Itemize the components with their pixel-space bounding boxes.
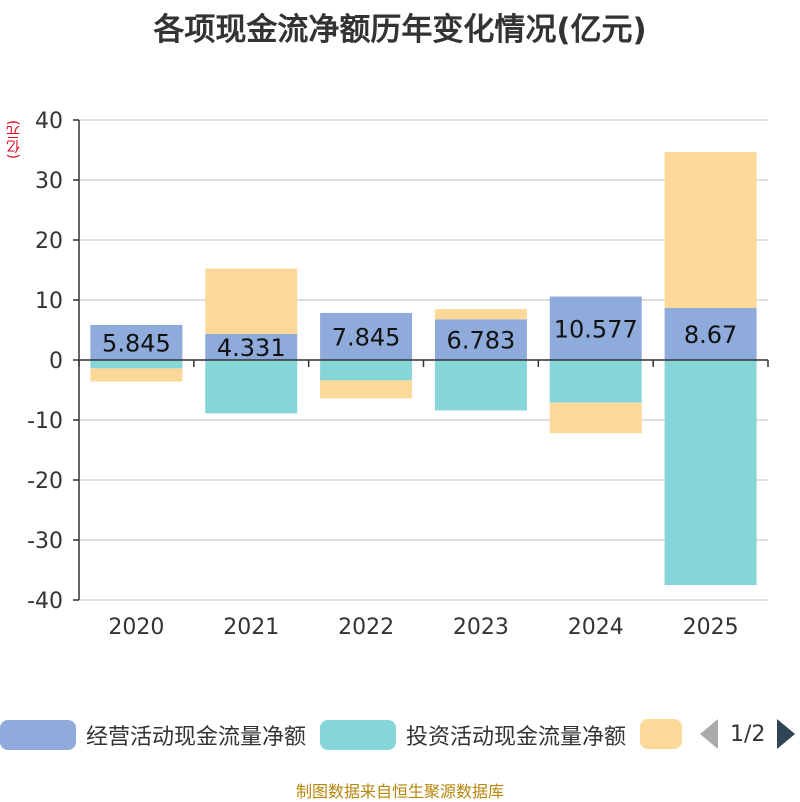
bar-series1-2021: [205, 360, 298, 414]
data-source-note: 制图数据来自恒生聚源数据库: [295, 782, 504, 801]
bar-series0-2021: [205, 334, 298, 360]
bar-series0-2020: [90, 324, 183, 360]
bar-series0-2025: [664, 307, 757, 360]
legend-pager: 1/2: [700, 719, 796, 749]
x-tick-label: 2025: [683, 615, 739, 640]
legend-label-investing: 投资活动现金流量净额: [406, 725, 627, 750]
bar-series2-2024: [549, 402, 642, 434]
bar-series1-2020: [90, 360, 183, 369]
legend-item-financing[interactable]: [640, 719, 682, 749]
x-tick-label: 2022: [338, 615, 394, 640]
legend-page-indicator: 1/2: [730, 721, 766, 747]
y-tick-label: 0: [49, 349, 63, 374]
legend-swatch-financing: [640, 719, 682, 749]
legend-item-investing[interactable]: 投资活动现金流量净额: [320, 719, 626, 751]
data-label: 6.783: [447, 327, 516, 355]
legend-next-icon[interactable]: [777, 719, 796, 749]
legend-label-operating: 经营活动现金流量净额: [86, 725, 307, 750]
chart-title: 各项现金流净额历年变化情况(亿元): [153, 12, 647, 48]
bar-series1-2022: [320, 360, 413, 381]
data-label: 7.845: [332, 323, 401, 351]
legend-swatch-investing: [320, 720, 396, 750]
y-tick-label: -30: [27, 529, 63, 554]
x-tick-label: 2020: [108, 615, 164, 640]
legend-item-operating[interactable]: 经营活动现金流量净额: [0, 719, 306, 751]
bar-series2-2022: [320, 380, 413, 399]
x-tick-label: 2023: [453, 615, 509, 640]
data-label: 4.331: [217, 334, 286, 362]
y-tick-label: 20: [35, 229, 63, 254]
bar-series2-2023: [434, 309, 527, 320]
y-tick-label: -20: [27, 469, 63, 494]
y-tick-label: -10: [27, 409, 63, 434]
legend: 经营活动现金流量净额 投资活动现金流量净额 1/2: [0, 715, 800, 755]
y-tick-label: -40: [27, 589, 63, 614]
data-label: 10.577: [554, 315, 638, 343]
y-tick-label: 30: [35, 169, 63, 194]
legend-swatch-operating: [0, 720, 76, 750]
x-tick-label: 2024: [568, 615, 624, 640]
data-label: 5.845: [102, 329, 171, 357]
bar-series1-2024: [549, 360, 642, 403]
data-label: 8.67: [684, 321, 737, 349]
x-tick-label: 2021: [223, 615, 279, 640]
bar-series2-2025: [664, 151, 757, 308]
chart-area: -40 -30 -20 -10 0 10 20 30 40 5.845 4.331 7.845 6.78…: [27, 109, 769, 640]
bar-series0-2024: [549, 296, 642, 360]
bar-series0-2023: [434, 319, 527, 360]
bar-series2-2020: [90, 368, 183, 382]
y-tick-label: 40: [35, 109, 63, 134]
bar-series1-2023: [434, 360, 527, 411]
legend-prev-icon[interactable]: [700, 719, 718, 749]
bar-series0-2022: [320, 312, 413, 360]
bar-series2-2021: [205, 268, 298, 335]
bar-series1-2025: [664, 360, 757, 585]
y-tick-label: 10: [35, 289, 63, 314]
